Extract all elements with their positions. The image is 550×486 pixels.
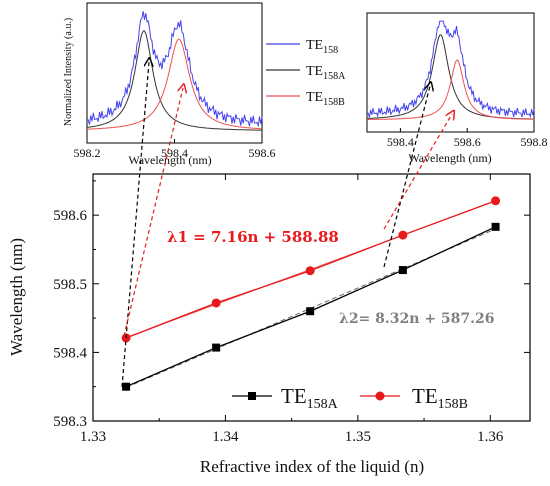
main-plot-frame xyxy=(92,173,531,422)
data-point-158b xyxy=(491,196,501,206)
x-tick-label: 1.36 xyxy=(477,429,504,445)
inset-right-ticks: 598.4 598.6 598.8 xyxy=(387,128,548,149)
data-point-158b xyxy=(211,298,221,308)
x-axis-title: Refractive index of the liquid (n) xyxy=(200,457,424,476)
spectrum-te158a xyxy=(86,30,262,131)
connector-right-black xyxy=(383,86,430,268)
connector-right-red xyxy=(383,114,452,230)
spectrum-te158 xyxy=(366,20,535,119)
inset-left-x-title: Wavelength (nm) xyxy=(128,153,211,167)
equation-grey: λ2= 8.32n + 587.26 xyxy=(339,311,495,327)
legend-marker-circle xyxy=(375,391,385,401)
inset-x-tick-label: 598.6 xyxy=(249,146,276,160)
y-axis-title: Wavelength (nm) xyxy=(7,238,26,356)
legend-label-te158b: TE158B xyxy=(412,384,468,412)
data-point-158a xyxy=(491,222,500,231)
connector-left-red xyxy=(123,88,183,337)
inset-legend-te158a: TE158A xyxy=(306,64,346,82)
y-tick-label: 598.4 xyxy=(53,345,87,361)
y-tick-label: 598.5 xyxy=(53,277,87,293)
data-point-158b xyxy=(398,230,408,240)
y-tick-label: 598.3 xyxy=(53,414,87,430)
main-ticks: 1.33 1.34 1.35 1.36 598.3 598.4 598.5 598.6 xyxy=(53,174,530,445)
inset-legend-te158: TE158 xyxy=(306,38,338,56)
x-tick-label: 1.34 xyxy=(212,429,239,445)
spectrum-te158b xyxy=(86,38,263,130)
series-line-158a xyxy=(125,226,496,388)
inset-right-x-title: Wavelength (nm) xyxy=(408,151,491,165)
spectrum-te158b xyxy=(367,59,534,120)
inset-left-spectra xyxy=(86,11,263,131)
inset-x-tick-label: 598.8 xyxy=(521,135,548,149)
main-series xyxy=(121,196,501,391)
legend-label-te158a: TE158A xyxy=(281,384,339,412)
inset-x-tick-label: 598.6 xyxy=(454,135,481,149)
data-point-158a xyxy=(212,343,221,352)
inset-legend: TE158 TE158A TE158B xyxy=(266,38,346,108)
inset-right-spectra xyxy=(366,20,535,120)
inset-left-y-title: Normalized Intensity (a.u.) xyxy=(63,18,74,126)
equation-red: λ1 = 7.16n + 588.88 xyxy=(167,228,339,246)
inset-x-tick-label: 598.4 xyxy=(161,146,188,160)
x-tick-label: 1.35 xyxy=(345,429,371,445)
data-point-158b xyxy=(305,266,315,276)
inset-x-tick-label: 598.4 xyxy=(387,135,414,149)
spectrum-te158a xyxy=(367,34,534,120)
x-tick-label: 1.33 xyxy=(80,429,106,445)
data-point-158a xyxy=(398,266,407,275)
spectrum-te158 xyxy=(87,11,263,128)
data-point-158a xyxy=(306,307,315,316)
main-legend: TE158A TE158B xyxy=(232,384,468,412)
inset-left-ticks: 598.2 598.4 598.6 xyxy=(74,139,276,160)
inset-right-frame xyxy=(366,12,535,133)
connector-left-black xyxy=(121,62,149,388)
inset-x-tick-label: 598.2 xyxy=(74,146,101,160)
y-tick-label: 598.6 xyxy=(53,208,87,224)
legend-marker-square xyxy=(248,392,256,400)
inset-legend-te158b: TE158B xyxy=(306,90,345,108)
data-point-158a xyxy=(122,382,131,391)
connector-arrows xyxy=(121,62,452,388)
